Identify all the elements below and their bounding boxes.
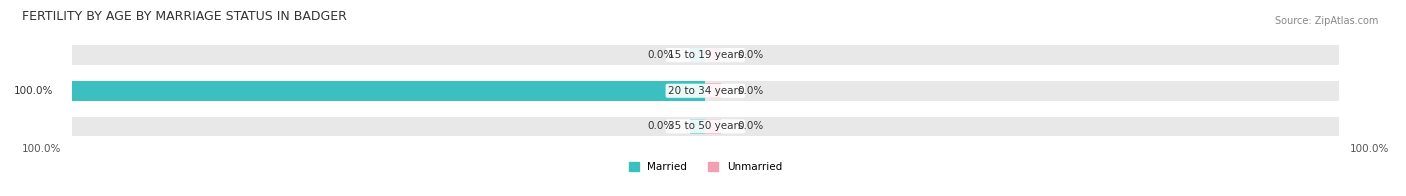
Text: 35 to 50 years: 35 to 50 years: [668, 121, 742, 131]
Bar: [72, 45, 706, 65]
Bar: [689, 119, 706, 134]
Text: 0.0%: 0.0%: [737, 50, 763, 60]
Text: FERTILITY BY AGE BY MARRIAGE STATUS IN BADGER: FERTILITY BY AGE BY MARRIAGE STATUS IN B…: [21, 10, 346, 23]
Text: 20 to 34 years: 20 to 34 years: [668, 86, 742, 96]
Text: 100.0%: 100.0%: [21, 144, 60, 154]
Text: 0.0%: 0.0%: [647, 121, 673, 131]
Text: 0.0%: 0.0%: [737, 86, 763, 96]
Bar: [706, 81, 1339, 101]
Text: Source: ZipAtlas.com: Source: ZipAtlas.com: [1274, 16, 1378, 26]
Bar: [689, 83, 706, 98]
Text: 100.0%: 100.0%: [14, 86, 53, 96]
Text: 0.0%: 0.0%: [647, 50, 673, 60]
Bar: [689, 48, 706, 63]
Text: 0.0%: 0.0%: [737, 121, 763, 131]
Bar: [706, 48, 721, 63]
Text: 15 to 19 years: 15 to 19 years: [668, 50, 744, 60]
Bar: [72, 81, 706, 101]
Bar: [706, 45, 1339, 65]
Legend: Married, Unmarried: Married, Unmarried: [624, 158, 786, 176]
Bar: [72, 117, 706, 136]
Bar: [706, 119, 721, 134]
Bar: [706, 83, 721, 98]
Bar: [706, 117, 1339, 136]
Text: 100.0%: 100.0%: [1350, 144, 1389, 154]
Bar: [72, 81, 706, 101]
